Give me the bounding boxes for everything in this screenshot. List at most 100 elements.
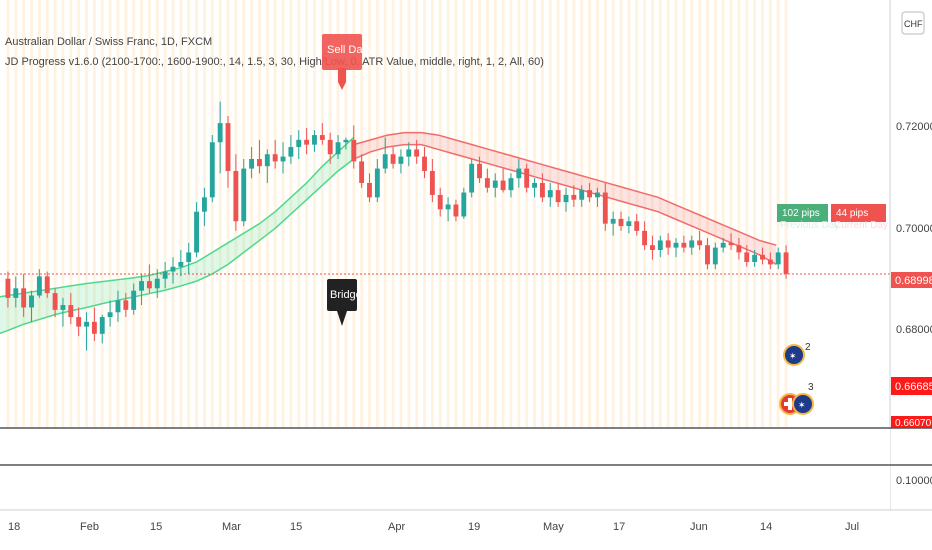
candle[interactable] (382, 137, 388, 174)
candle[interactable] (264, 149, 270, 183)
candle[interactable] (76, 307, 82, 337)
candle[interactable] (602, 182, 608, 231)
candle[interactable] (547, 182, 553, 207)
candle[interactable] (84, 312, 89, 351)
candle[interactable] (99, 314, 105, 344)
candle[interactable] (767, 252, 773, 270)
candle[interactable] (44, 271, 50, 298)
candle[interactable] (587, 182, 593, 203)
candle[interactable] (107, 300, 113, 327)
candle[interactable] (728, 233, 734, 250)
candle[interactable] (280, 142, 286, 174)
candle[interactable] (744, 245, 750, 267)
candle[interactable] (131, 283, 137, 315)
candle[interactable] (689, 235, 695, 255)
candle[interactable] (209, 135, 215, 203)
candle[interactable] (516, 159, 522, 188)
candle[interactable] (563, 187, 569, 212)
candle[interactable] (775, 247, 781, 270)
candle[interactable] (422, 147, 427, 179)
candle[interactable] (343, 137, 349, 150)
candle[interactable] (657, 235, 663, 258)
candles[interactable] (5, 101, 789, 351)
candle[interactable] (484, 168, 490, 193)
candle[interactable] (673, 238, 679, 258)
candle[interactable] (233, 154, 239, 231)
candle[interactable] (162, 261, 168, 289)
candle[interactable] (783, 245, 789, 279)
candle[interactable] (414, 139, 420, 164)
candle[interactable] (178, 250, 184, 277)
candle[interactable] (327, 132, 333, 164)
candle[interactable] (68, 293, 74, 325)
candle[interactable] (36, 269, 42, 298)
candle[interactable] (508, 173, 514, 198)
candle[interactable] (170, 257, 176, 284)
candle[interactable] (367, 173, 372, 203)
candle[interactable] (288, 135, 294, 164)
candle[interactable] (21, 273, 27, 318)
candle[interactable] (712, 242, 718, 270)
currency-button[interactable]: CHF (901, 11, 925, 35)
candle[interactable] (437, 187, 443, 217)
candle[interactable] (626, 216, 632, 234)
candle[interactable] (571, 185, 577, 207)
time-axis[interactable]: 18 Feb 15 Mar 15 Apr 19 May 17 Jun 14 Jul (8, 521, 859, 533)
candle[interactable] (241, 159, 247, 227)
candle[interactable] (249, 147, 255, 179)
candle[interactable] (123, 293, 129, 318)
candle[interactable] (720, 238, 726, 253)
candle[interactable] (390, 147, 396, 169)
candle[interactable] (555, 182, 561, 207)
candle[interactable] (335, 135, 341, 160)
candle[interactable] (634, 214, 640, 236)
candle[interactable] (665, 233, 671, 255)
candle[interactable] (642, 221, 648, 250)
candle[interactable] (272, 139, 278, 169)
candle[interactable] (681, 235, 687, 253)
candle[interactable] (429, 159, 435, 203)
candle[interactable] (217, 101, 223, 174)
candle[interactable] (374, 159, 380, 203)
candle[interactable] (492, 173, 498, 198)
candle[interactable] (705, 238, 710, 270)
candle[interactable] (5, 271, 11, 308)
candle[interactable] (752, 250, 758, 267)
candle[interactable] (539, 173, 545, 203)
candle[interactable] (13, 276, 19, 308)
sell-daily-label[interactable]: Sell Daily (322, 34, 373, 90)
candle[interactable] (60, 297, 66, 327)
candle[interactable] (650, 235, 655, 260)
candle[interactable] (186, 242, 192, 274)
candle[interactable] (351, 125, 357, 169)
candle[interactable] (406, 142, 412, 167)
candle[interactable] (445, 197, 451, 222)
bridge-label[interactable]: Bridge (327, 279, 362, 326)
candle[interactable] (257, 139, 262, 174)
candle[interactable] (736, 238, 742, 260)
indicator-legend[interactable]: JD Progress v1.6.0 (2100-1700:, 1600-190… (5, 56, 544, 68)
economic-event-aud-icon-2[interactable]: ✶ (792, 393, 814, 415)
candle[interactable] (469, 159, 475, 198)
candle[interactable] (201, 187, 207, 227)
candle[interactable] (579, 185, 585, 207)
candle[interactable] (304, 127, 310, 155)
candle[interactable] (760, 247, 765, 265)
candle[interactable] (398, 149, 404, 174)
candle[interactable] (594, 187, 600, 207)
candle[interactable] (139, 273, 144, 306)
candle[interactable] (194, 202, 200, 258)
candle[interactable] (312, 130, 317, 152)
candle[interactable] (618, 211, 624, 231)
candle[interactable] (500, 168, 506, 193)
candle[interactable] (477, 156, 482, 183)
candle[interactable] (461, 187, 467, 219)
candle[interactable] (146, 264, 152, 294)
candle[interactable] (610, 211, 616, 236)
candle[interactable] (154, 269, 160, 298)
candle[interactable] (52, 288, 58, 318)
candle[interactable] (524, 163, 530, 193)
candle[interactable] (359, 154, 365, 188)
candle[interactable] (532, 178, 537, 198)
